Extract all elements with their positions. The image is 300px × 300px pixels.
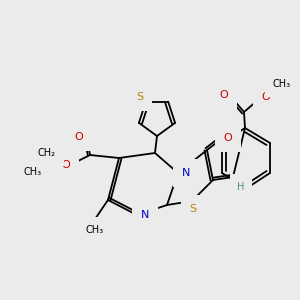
Text: O: O <box>61 160 70 170</box>
Text: CH₃: CH₃ <box>86 225 104 235</box>
Text: CH₂: CH₂ <box>38 148 56 158</box>
Text: O: O <box>262 92 270 102</box>
Text: H: H <box>237 182 245 192</box>
Text: CH₃: CH₃ <box>273 79 291 89</box>
Text: O: O <box>220 90 228 100</box>
Text: O: O <box>224 133 232 143</box>
Text: N: N <box>141 210 149 220</box>
Text: N: N <box>182 168 190 178</box>
Text: S: S <box>189 204 197 214</box>
Text: CH₃: CH₃ <box>24 167 42 177</box>
Text: S: S <box>136 92 143 102</box>
Text: O: O <box>75 132 83 142</box>
